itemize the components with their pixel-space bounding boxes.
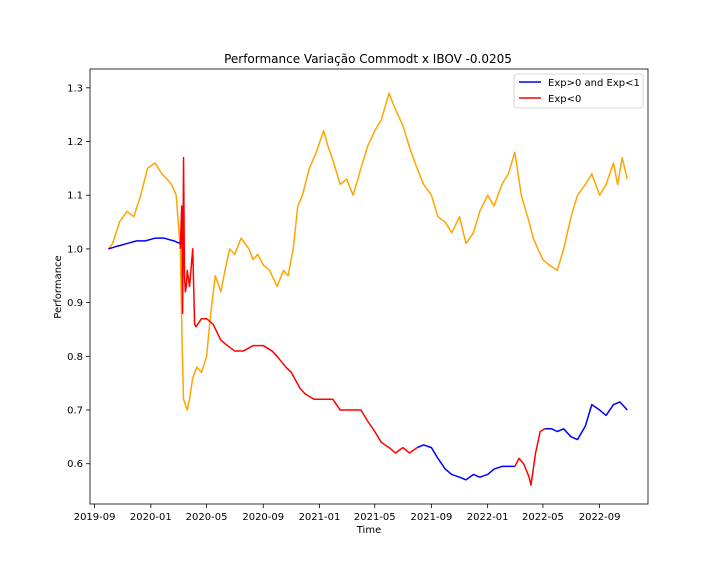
x-axis: 2019-09 2020-01 2020-05 2020-09 2021-01 2021-… [74, 504, 621, 523]
x-tick-label: 2022-01 [467, 512, 509, 523]
legend-label-exp-between: Exp>0 and Exp<1 [548, 78, 640, 89]
series-line-2 [179, 156, 418, 454]
y-axis-label: Performance [53, 255, 64, 318]
x-tick-label: 2020-05 [186, 512, 228, 523]
series-line-0 [107, 92, 628, 411]
legend-box [513, 73, 644, 109]
y-tick-label: 0.8 [67, 352, 83, 363]
y-tick-label: 0.6 [67, 459, 83, 470]
x-tick-label: 2019-09 [74, 512, 116, 523]
x-tick-label: 2021-09 [411, 512, 453, 523]
x-tick-label: 2022-05 [522, 512, 564, 523]
y-tick-label: 0.7 [67, 406, 83, 417]
plot-lines [107, 92, 628, 486]
legend: Exp>0 and Exp<1 Exp<0 [513, 73, 644, 109]
y-tick-label: 1.0 [67, 244, 83, 255]
x-tick-label: 2020-09 [242, 512, 284, 523]
series-line-3 [416, 444, 515, 481]
legend-label-exp-negative: Exp<0 [548, 94, 581, 105]
y-tick-label: 1.2 [67, 137, 83, 148]
plot-frame [89, 68, 649, 505]
series-line-5 [544, 401, 628, 441]
y-tick-label: 1.3 [67, 83, 83, 94]
chart-title: Performance Variação Commodt x IBOV -0.0… [224, 52, 512, 66]
y-axis: 0.6 0.7 0.8 0.9 1.0 1.1 1.2 1.3 [67, 83, 90, 470]
x-axis-label: Time [356, 525, 381, 536]
x-tick-label: 2021-01 [299, 512, 341, 523]
y-tick-label: 0.9 [67, 298, 83, 309]
series-line-1 [108, 237, 181, 250]
y-tick-label: 1.1 [67, 191, 83, 202]
series-line-4 [514, 428, 546, 486]
x-tick-label: 2022-09 [579, 512, 621, 523]
x-tick-label: 2020-01 [130, 512, 172, 523]
x-tick-label: 2021-05 [354, 512, 396, 523]
